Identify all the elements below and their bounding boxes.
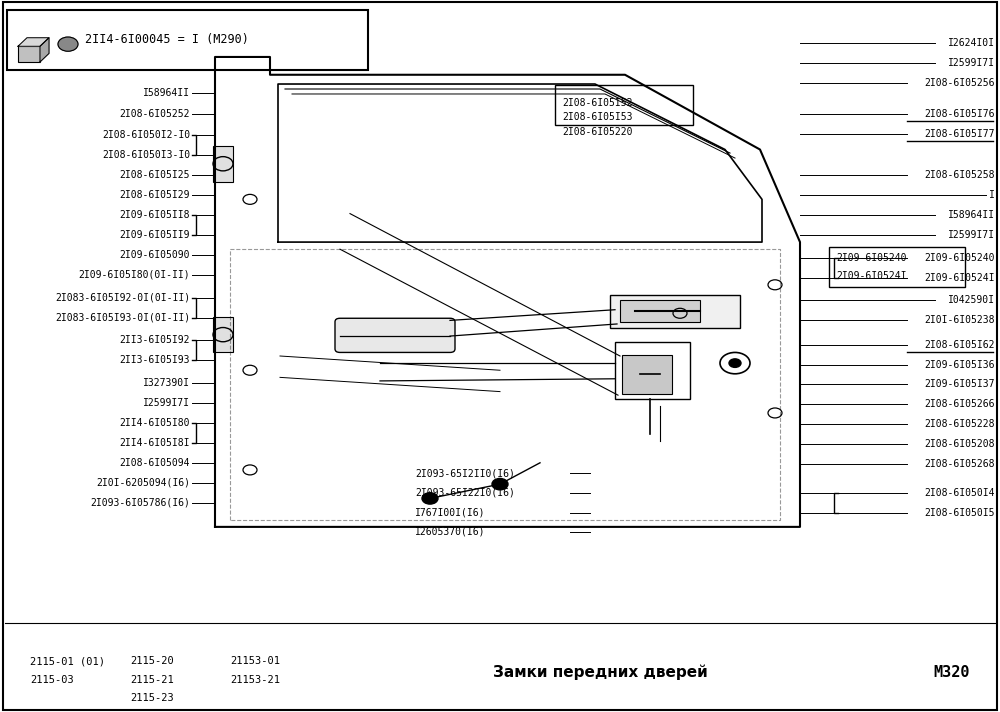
- Text: 2I083-6I05I92-0I(0I-II): 2I083-6I05I92-0I(0I-II): [55, 293, 190, 303]
- Text: 2I08-6I05258: 2I08-6I05258: [924, 170, 995, 180]
- Text: 2I08-6I05094: 2I08-6I05094: [120, 458, 190, 468]
- Text: 2I093-65I22I0(I6): 2I093-65I22I0(I6): [415, 488, 515, 498]
- Text: 2I09-6I05II9: 2I09-6I05II9: [120, 230, 190, 240]
- FancyBboxPatch shape: [7, 10, 368, 70]
- Bar: [18, 46, 40, 62]
- Text: I2624I0I: I2624I0I: [948, 38, 995, 48]
- Text: 2I09-6I05II8: 2I09-6I05II8: [120, 210, 190, 220]
- Text: 2I08-6I05I53: 2I08-6I05I53: [562, 112, 633, 122]
- Text: I2599I7I: I2599I7I: [948, 58, 995, 68]
- Text: 2I08-6I050I4: 2I08-6I050I4: [924, 488, 995, 498]
- Text: 2I08-6I05228: 2I08-6I05228: [924, 419, 995, 429]
- Text: 2I08-6I05256: 2I08-6I05256: [924, 78, 995, 88]
- Text: 2I08-6I05266: 2I08-6I05266: [924, 399, 995, 409]
- Text: I767I00I(I6): I767I00I(I6): [415, 508, 486, 518]
- Text: 2I093-6I05786(I6): 2I093-6I05786(I6): [90, 498, 190, 508]
- Text: I: I: [989, 190, 995, 200]
- FancyBboxPatch shape: [335, 318, 455, 352]
- Text: 2I08-6I05268: 2I08-6I05268: [924, 459, 995, 469]
- Polygon shape: [40, 38, 49, 62]
- Text: 2I0I-6205094(I6): 2I0I-6205094(I6): [96, 478, 190, 488]
- Bar: [622, 355, 672, 394]
- Text: 2115-23: 2115-23: [130, 693, 174, 703]
- FancyBboxPatch shape: [555, 85, 693, 125]
- Text: 2115-21: 2115-21: [130, 675, 174, 685]
- Text: 21153-01: 21153-01: [230, 656, 280, 666]
- Text: 2I08-6I05I52: 2I08-6I05I52: [562, 98, 633, 108]
- Text: 2I09-6I05240: 2I09-6I05240: [836, 253, 906, 263]
- Text: 2I08-6I05I25: 2I08-6I05I25: [120, 170, 190, 180]
- Text: 2I08-6I05I62: 2I08-6I05I62: [924, 340, 995, 350]
- Bar: [610, 295, 740, 328]
- Text: 2I09-6I0524I: 2I09-6I0524I: [924, 273, 995, 283]
- Text: 2I0I-6I05238: 2I0I-6I05238: [924, 315, 995, 325]
- Text: 2I09-6I05I37: 2I09-6I05I37: [924, 379, 995, 389]
- Text: 2I08-6I05220: 2I08-6I05220: [562, 127, 633, 137]
- Text: 2I08-6I05I76: 2I08-6I05I76: [924, 109, 995, 119]
- Text: 2I08-6I05252: 2I08-6I05252: [120, 109, 190, 119]
- Text: I327390I: I327390I: [143, 378, 190, 388]
- Bar: [213, 317, 233, 352]
- Text: 2II3-6I05I93: 2II3-6I05I93: [120, 355, 190, 365]
- Text: 2II3-6I05I92: 2II3-6I05I92: [120, 335, 190, 345]
- Text: 21153-21: 21153-21: [230, 675, 280, 685]
- Text: I2605370(I6): I2605370(I6): [415, 527, 486, 537]
- Circle shape: [729, 359, 741, 367]
- Text: I58964II: I58964II: [948, 210, 995, 220]
- Text: 2I08-6I050I2-I0: 2I08-6I050I2-I0: [102, 130, 190, 140]
- Text: 2I083-6I05I93-0I(0I-II): 2I083-6I05I93-0I(0I-II): [55, 313, 190, 323]
- Text: I2599I7I: I2599I7I: [143, 398, 190, 408]
- Text: 2115-20: 2115-20: [130, 656, 174, 666]
- Bar: [620, 300, 700, 322]
- Text: 2I09-6I0524I: 2I09-6I0524I: [836, 271, 906, 281]
- Polygon shape: [18, 38, 49, 46]
- Text: 2I09-6I05090: 2I09-6I05090: [120, 250, 190, 260]
- Text: 2I08-6I05I29: 2I08-6I05I29: [120, 190, 190, 200]
- Bar: [615, 342, 690, 399]
- Text: 2I093-65I2II0(I6): 2I093-65I2II0(I6): [415, 468, 515, 478]
- Text: 2II4-6I05I8I: 2II4-6I05I8I: [120, 438, 190, 448]
- Circle shape: [492, 478, 508, 490]
- Text: 2115-03: 2115-03: [30, 675, 74, 685]
- Circle shape: [58, 37, 78, 51]
- Text: 2I08-6I05208: 2I08-6I05208: [924, 439, 995, 449]
- Text: I58964II: I58964II: [143, 88, 190, 98]
- Text: 2I09-6I05I80(0I-II): 2I09-6I05I80(0I-II): [78, 270, 190, 280]
- Text: 2I09-6I05I36: 2I09-6I05I36: [924, 360, 995, 370]
- Text: Замки передних дверей: Замки передних дверей: [493, 664, 707, 680]
- Text: 2115-01 (01): 2115-01 (01): [30, 656, 105, 666]
- Text: I042590I: I042590I: [948, 295, 995, 305]
- Text: 2I09-6I05240: 2I09-6I05240: [924, 253, 995, 263]
- Text: М320: М320: [934, 665, 970, 680]
- Text: 2II4-6I00045 = I (M290): 2II4-6I00045 = I (M290): [85, 33, 249, 46]
- Circle shape: [422, 493, 438, 504]
- Text: 2I08-6I050I3-I0: 2I08-6I050I3-I0: [102, 150, 190, 160]
- FancyBboxPatch shape: [829, 247, 965, 287]
- Text: 2I08-6I05I77: 2I08-6I05I77: [924, 129, 995, 139]
- Text: 2I08-6I050I5: 2I08-6I050I5: [924, 508, 995, 518]
- Bar: [213, 146, 233, 182]
- Text: I2599I7I: I2599I7I: [948, 230, 995, 240]
- Text: 2II4-6I05I80: 2II4-6I05I80: [120, 418, 190, 428]
